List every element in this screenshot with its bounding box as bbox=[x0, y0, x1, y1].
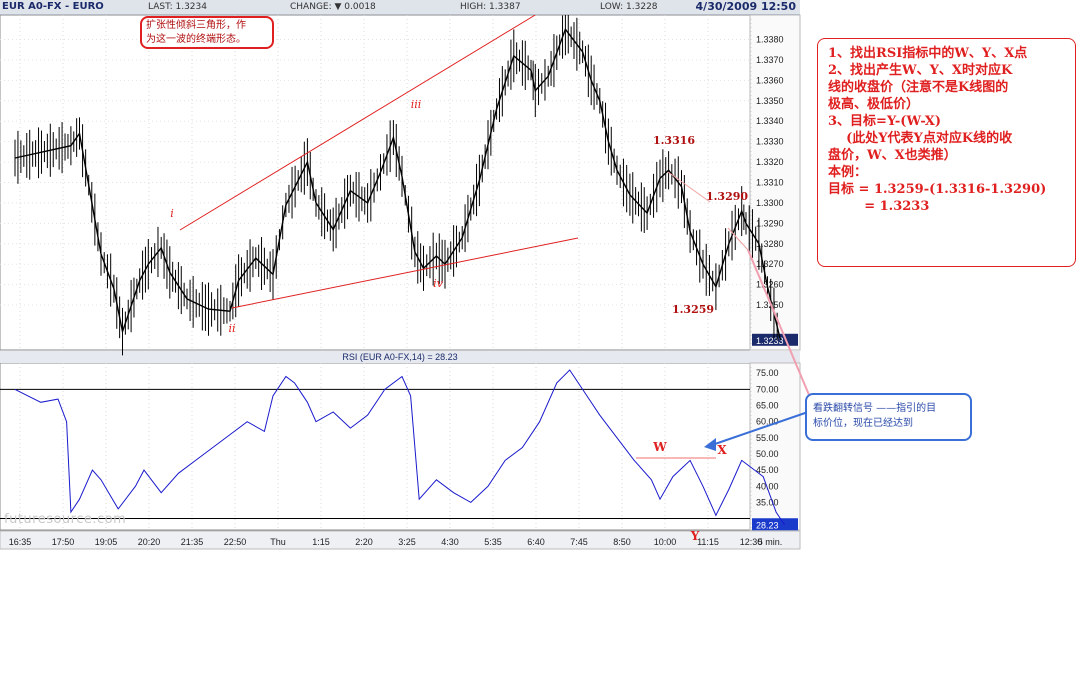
rsi-tick-label: 50.00 bbox=[756, 449, 779, 459]
time-tick-label: 1:15 bbox=[312, 537, 330, 547]
wave-label: ii bbox=[228, 322, 235, 335]
low-label: LOW: 1.3228 bbox=[600, 2, 658, 12]
rsi-tick-label: 65.00 bbox=[756, 401, 779, 411]
price-tick-label: 1.3310 bbox=[756, 178, 784, 188]
rsi-title: RSI (EUR A0-FX,14) = 28.23 bbox=[342, 352, 457, 362]
method-note-line: 目标 = 1.3259-(1.3316-1.3290) bbox=[828, 182, 1047, 197]
price-annotation: 1.3316 bbox=[653, 134, 695, 147]
time-tick-label: 12:30 bbox=[740, 537, 763, 547]
method-note-line: 1、找出RSI指标中的W、Y、X点 bbox=[828, 46, 1028, 61]
rsi-tick-label: 70.00 bbox=[756, 384, 779, 394]
time-tick-label: Thu bbox=[270, 537, 286, 547]
rsi-marker-w: W bbox=[652, 440, 667, 454]
signal-note-line: 看跌翻转信号 ——指引的目 bbox=[813, 403, 937, 414]
pattern-note: 扩张性倾斜三角形，作 为这一波的终端形态。 bbox=[140, 16, 274, 49]
price-tick-label: 1.3330 bbox=[756, 137, 784, 147]
rsi-tick-label: 45.00 bbox=[756, 465, 779, 475]
price-tick-label: 1.3380 bbox=[756, 35, 784, 45]
time-tick-label: 22:50 bbox=[224, 537, 247, 547]
time-tick-label: 10:00 bbox=[654, 537, 677, 547]
time-tick-label: 17:50 bbox=[52, 537, 75, 547]
time-tick-label: 2:20 bbox=[355, 537, 373, 547]
method-note-line: 2、找出产生W、Y、X时对应K bbox=[828, 63, 1013, 78]
signal-note-line: 标价位，现在已经达到 bbox=[813, 418, 913, 429]
rsi-panel bbox=[0, 362, 751, 531]
last-price-value: 1.3233 bbox=[756, 336, 784, 346]
rsi-last-box bbox=[752, 518, 798, 531]
pattern-note-line: 扩张性倾斜三角形，作 bbox=[146, 20, 246, 31]
wave-label: iv bbox=[433, 277, 444, 290]
wave-label: i bbox=[170, 207, 174, 220]
data-layer bbox=[14, 3, 786, 526]
method-note: 1、找出RSI指标中的W、Y、X点 2、找出产生W、Y、X时对应K 线的收盘价（… bbox=[817, 38, 1076, 267]
method-note-line: 3、目标=Y-(W-X) bbox=[828, 114, 942, 129]
price-tick-label: 1.3270 bbox=[756, 259, 784, 269]
time-tick-label: 4:30 bbox=[441, 537, 459, 547]
time-tick-label: 19:05 bbox=[95, 537, 118, 547]
rsi-tick-label: 60.00 bbox=[756, 417, 779, 427]
quote-header: EUR A0-FX - EURO LAST: 1.3234 CHANGE: ▼ … bbox=[0, 0, 800, 15]
interval-label: 5 min. bbox=[758, 537, 783, 547]
rsi-marker-x: X bbox=[717, 443, 727, 457]
wave-label: iii bbox=[411, 98, 422, 111]
watermark-logo: futuresource.com bbox=[4, 512, 127, 527]
annotation-link bbox=[727, 227, 749, 251]
price-annotation: 1.3259 bbox=[672, 303, 714, 316]
time-tick-label: 5:35 bbox=[484, 537, 502, 547]
rsi-axis-panel bbox=[749, 362, 801, 531]
time-tick-label: 20:20 bbox=[138, 537, 161, 547]
rsi-tick-label: 75.00 bbox=[756, 368, 779, 378]
method-note-line: = 1.3233 bbox=[828, 199, 930, 214]
rsi-tick-label: 35.00 bbox=[756, 497, 779, 507]
method-note-line: (此处Y代表Y点对应K线的收 bbox=[828, 131, 1013, 146]
price-tick-label: 1.3250 bbox=[756, 300, 784, 310]
date-time-label: 4/30/2009 12:50 bbox=[695, 0, 796, 13]
time-tick-label: 6:40 bbox=[527, 537, 545, 547]
price-tick-label: 1.3350 bbox=[756, 96, 784, 106]
time-tick-label: 16:35 bbox=[9, 537, 32, 547]
pointer-line bbox=[747, 249, 813, 403]
rsi-tick-label: 55.00 bbox=[756, 433, 779, 443]
price-annotation: 1.3290 bbox=[706, 190, 748, 203]
price-tick-label: 1.3290 bbox=[756, 218, 784, 228]
rsi-title-bar bbox=[0, 351, 800, 363]
rsi-tick-label: 40.00 bbox=[756, 481, 779, 491]
time-tick-label: 11:15 bbox=[697, 537, 719, 547]
price-tick-label: 1.3280 bbox=[756, 239, 784, 249]
time-tick-label: 3:25 bbox=[398, 537, 416, 547]
signal-arrowhead bbox=[704, 438, 716, 451]
lower-trendline bbox=[231, 237, 579, 309]
price-tick-label: 1.3260 bbox=[756, 280, 784, 290]
time-tick-label: 8:50 bbox=[613, 537, 631, 547]
rsi-marker-y: Y bbox=[690, 529, 700, 543]
grid-layer bbox=[0, 14, 801, 550]
pattern-note-line: 为这一波的终端形态。 bbox=[146, 34, 246, 45]
price-tick-label: 1.3340 bbox=[756, 116, 784, 126]
annotation-link bbox=[667, 171, 711, 203]
price-tick-label: 1.3370 bbox=[756, 55, 784, 65]
symbol-label: EUR A0-FX - EURO bbox=[2, 1, 104, 12]
price-tick-label: 1.3300 bbox=[756, 198, 784, 208]
method-note-line: 极高、极低价） bbox=[828, 97, 920, 112]
signal-arrow bbox=[711, 411, 809, 446]
price-tick-label: 1.3360 bbox=[756, 75, 784, 85]
upper-trendline bbox=[179, 2, 556, 231]
last-price-label: LAST: 1.3234 bbox=[148, 2, 207, 12]
method-note-line: 线的收盘价（注意不是K线图的 bbox=[828, 80, 1009, 95]
method-note-line: 盘价，W、X也类推） bbox=[828, 148, 957, 163]
method-note-line: 本例： bbox=[828, 165, 868, 180]
rsi-line bbox=[14, 369, 786, 526]
rsi-last-value: 28.23 bbox=[756, 520, 779, 530]
time-axis-panel bbox=[0, 530, 801, 550]
signal-note: 看跌翻转信号 ——指引的目 标价位，现在已经达到 bbox=[805, 393, 972, 441]
high-label: HIGH: 1.3387 bbox=[460, 2, 521, 12]
change-label: CHANGE: ▼ 0.0018 bbox=[290, 2, 376, 12]
time-tick-label: 21:35 bbox=[181, 537, 204, 547]
price-axis-panel bbox=[749, 14, 801, 351]
price-tick-label: 1.3320 bbox=[756, 157, 784, 167]
time-tick-label: 7:45 bbox=[570, 537, 588, 547]
